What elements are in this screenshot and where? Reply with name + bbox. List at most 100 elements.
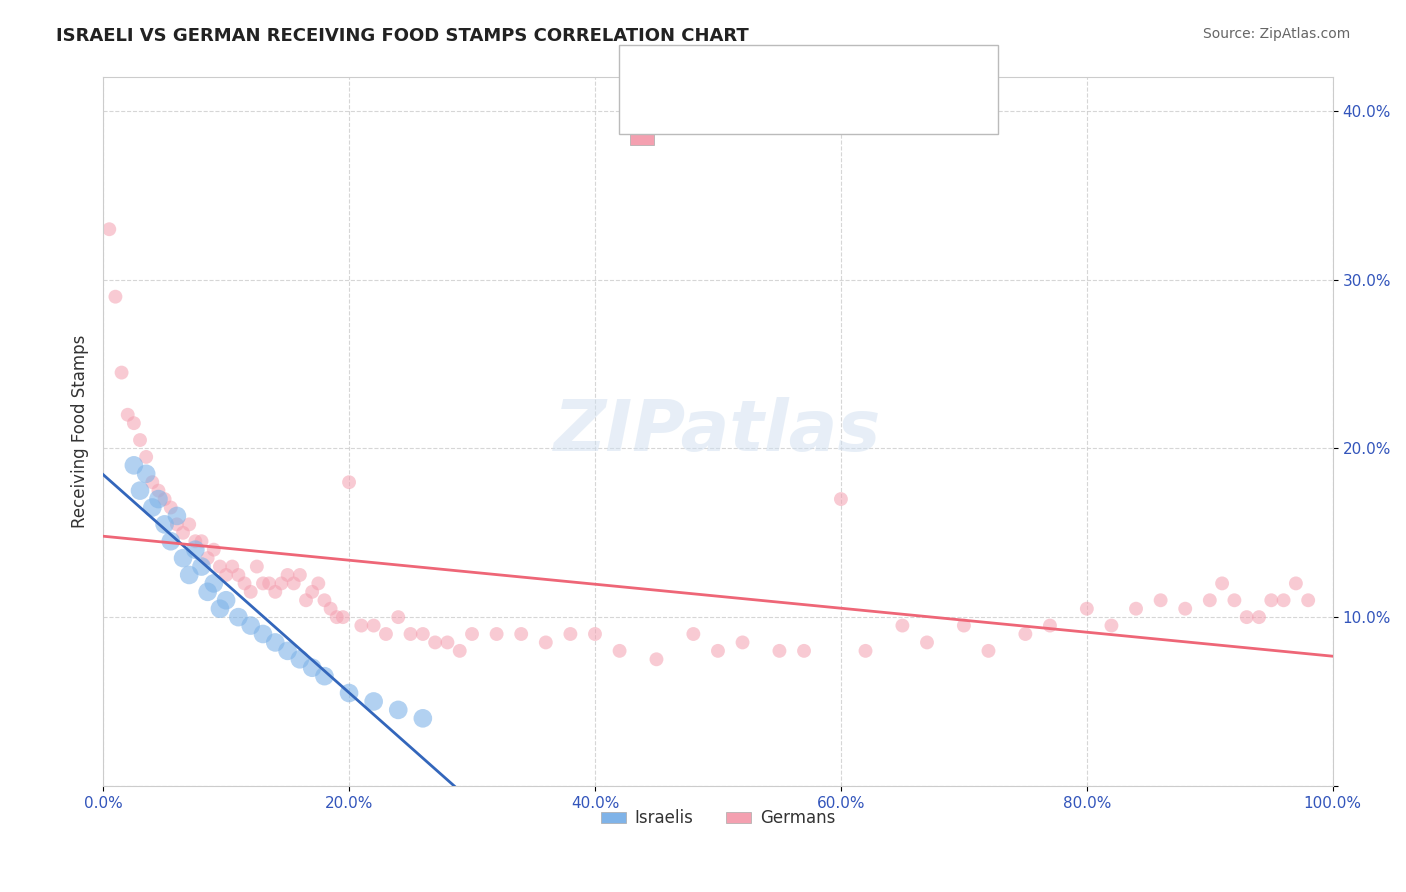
Text: Source: ZipAtlas.com: Source: ZipAtlas.com	[1202, 27, 1350, 41]
Point	[239, 618, 262, 632]
Point	[184, 542, 207, 557]
Point	[436, 635, 458, 649]
Point	[117, 408, 139, 422]
Point	[363, 618, 385, 632]
Point	[953, 618, 976, 632]
Point	[314, 669, 336, 683]
Point	[423, 635, 446, 649]
Point	[270, 576, 292, 591]
Point	[314, 593, 336, 607]
Point	[399, 627, 422, 641]
Point	[350, 618, 373, 632]
Point	[208, 559, 231, 574]
Point	[122, 416, 145, 430]
Point	[583, 627, 606, 641]
Point	[148, 492, 170, 507]
Point	[179, 517, 201, 532]
Point	[252, 576, 274, 591]
Point	[135, 467, 157, 481]
Point	[228, 610, 250, 624]
Point	[337, 686, 360, 700]
Point	[363, 694, 385, 708]
Point	[449, 644, 471, 658]
Point	[98, 222, 121, 236]
Point	[1039, 618, 1062, 632]
Point	[560, 627, 582, 641]
Point	[326, 610, 349, 624]
Point	[1125, 601, 1147, 615]
Point	[707, 644, 730, 658]
Point	[332, 610, 354, 624]
Point	[288, 568, 311, 582]
Point	[190, 534, 212, 549]
Point	[166, 508, 188, 523]
Point	[184, 534, 207, 549]
Text: N =: N =	[808, 64, 845, 82]
Point	[1296, 593, 1319, 607]
Text: 28: 28	[851, 64, 873, 82]
Point	[295, 593, 318, 607]
Point	[891, 618, 914, 632]
Point	[1198, 593, 1220, 607]
Point	[252, 627, 274, 641]
Point	[129, 433, 152, 447]
Point	[122, 458, 145, 473]
Point	[461, 627, 484, 641]
Point	[166, 517, 188, 532]
Legend: Israelis, Germans: Israelis, Germans	[595, 803, 842, 834]
Point	[301, 661, 323, 675]
Point	[510, 627, 533, 641]
Point	[1076, 601, 1098, 615]
Point	[830, 492, 852, 507]
Y-axis label: Receiving Food Stamps: Receiving Food Stamps	[72, 334, 89, 528]
Point	[387, 703, 409, 717]
Point	[793, 644, 815, 658]
Text: N =: N =	[808, 120, 845, 138]
Point	[1223, 593, 1246, 607]
Point	[239, 584, 262, 599]
Point	[257, 576, 280, 591]
Point	[645, 652, 668, 666]
Point	[412, 711, 434, 725]
Point	[855, 644, 877, 658]
Point	[202, 576, 225, 591]
Point	[1211, 576, 1233, 591]
Point	[337, 475, 360, 490]
Text: 175: 175	[851, 120, 886, 138]
Point	[1236, 610, 1258, 624]
Point	[190, 559, 212, 574]
Point	[768, 644, 790, 658]
Point	[915, 635, 938, 649]
Point	[172, 525, 194, 540]
Point	[682, 627, 704, 641]
Point	[233, 576, 256, 591]
Point	[1149, 593, 1171, 607]
Text: ZIPatlas: ZIPatlas	[554, 397, 882, 467]
Point	[215, 568, 238, 582]
Point	[179, 568, 201, 582]
Point	[1272, 593, 1295, 607]
Point	[110, 366, 132, 380]
Point	[1174, 601, 1197, 615]
Point	[375, 627, 398, 641]
Point	[1247, 610, 1270, 624]
Point	[319, 601, 342, 615]
Point	[1285, 576, 1308, 591]
Point	[129, 483, 152, 498]
Point	[153, 492, 176, 507]
Point	[264, 635, 287, 649]
Point	[172, 551, 194, 566]
Point	[264, 584, 287, 599]
Point	[221, 559, 243, 574]
Point	[977, 644, 1000, 658]
Text: R =: R =	[675, 64, 711, 82]
Point	[277, 568, 299, 582]
Point	[228, 568, 250, 582]
Point	[301, 584, 323, 599]
Point	[197, 584, 219, 599]
Point	[387, 610, 409, 624]
Point	[1014, 627, 1036, 641]
Point	[534, 635, 557, 649]
Text: ISRAELI VS GERMAN RECEIVING FOOD STAMPS CORRELATION CHART: ISRAELI VS GERMAN RECEIVING FOOD STAMPS …	[56, 27, 749, 45]
Point	[135, 450, 157, 464]
